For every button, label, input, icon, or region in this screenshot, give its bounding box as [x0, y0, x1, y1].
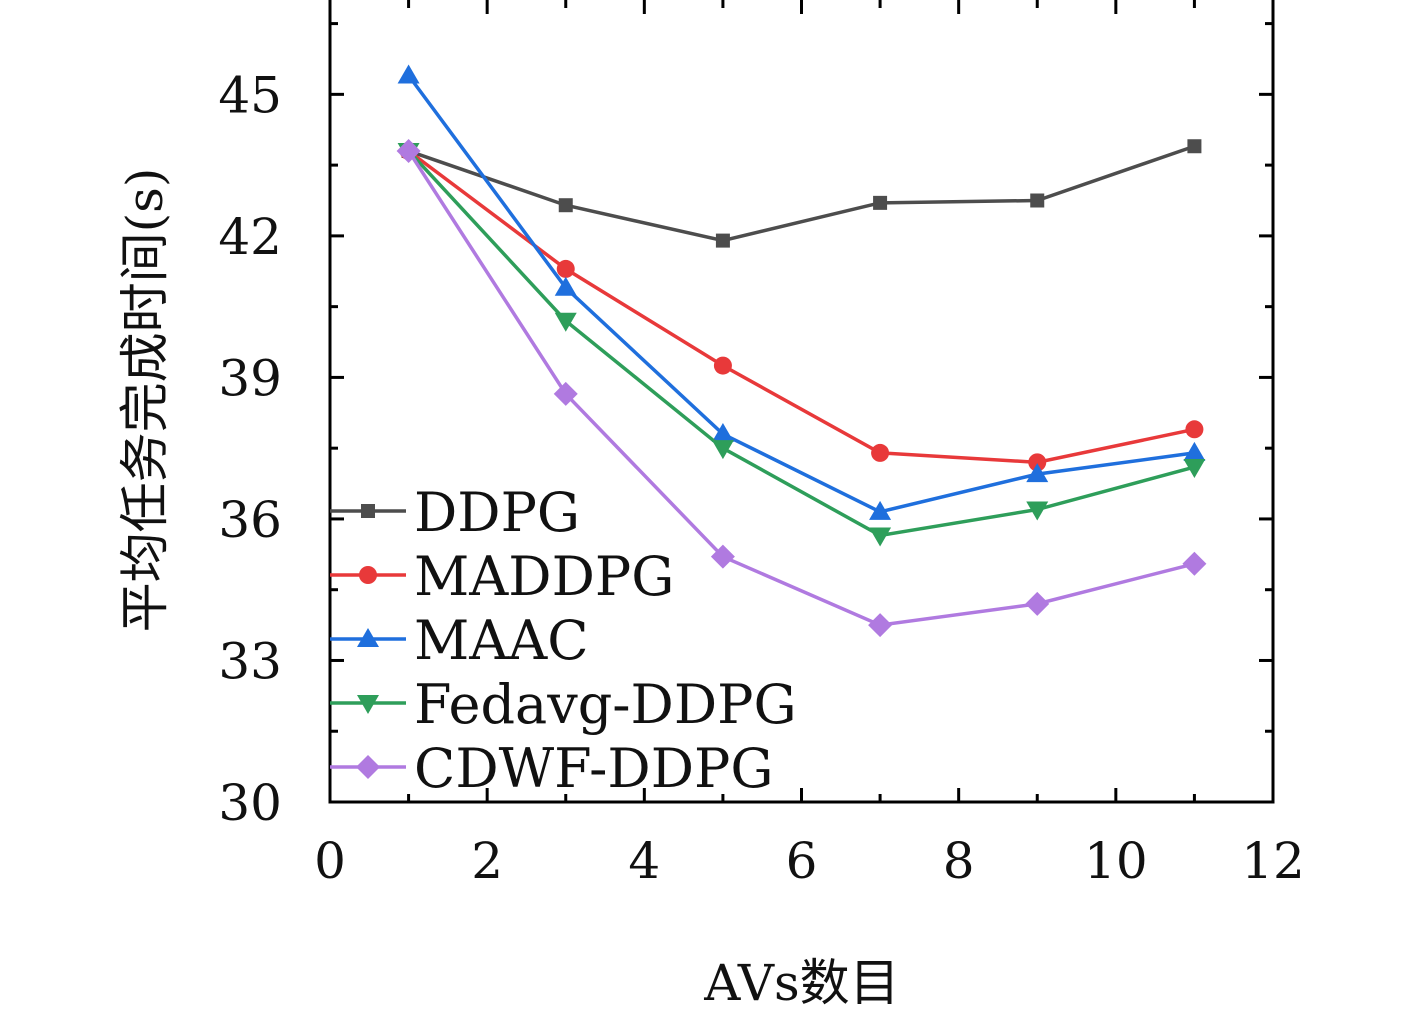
data-point [1030, 193, 1045, 208]
data-point [868, 613, 893, 638]
data-point [1183, 459, 1206, 479]
y-tick-label: 30 [218, 774, 282, 832]
data-point [710, 544, 735, 569]
series-line [407, 150, 1195, 627]
y-tick-label: 33 [218, 632, 282, 690]
legend-marker [359, 566, 377, 584]
data-point [1028, 453, 1047, 472]
data-point [1026, 501, 1049, 521]
data-point [869, 527, 892, 547]
series-maac [397, 64, 1206, 520]
legend-label: CDWF-DDPG [414, 737, 773, 800]
data-point [558, 198, 573, 213]
series-cdwf-ddpg [396, 138, 1207, 638]
data-point [869, 500, 892, 520]
legend-marker [357, 628, 379, 647]
series-ddpg [401, 139, 1202, 248]
data-point [397, 64, 420, 84]
y-tick-label: 42 [218, 208, 282, 266]
series-line [408, 144, 1195, 243]
x-tick-label: 8 [943, 832, 975, 890]
data-point [553, 381, 578, 406]
data-point [1183, 441, 1206, 461]
x-axis-label: AVs数目 [703, 954, 899, 1012]
series-group [396, 64, 1207, 638]
series-line [407, 149, 1195, 538]
legend-item: MAAC [330, 609, 589, 672]
data-point [1182, 551, 1207, 576]
data-point [1185, 420, 1204, 439]
data-point [556, 259, 575, 278]
series-fedavg-ddpg [397, 142, 1206, 547]
x-tick-label: 10 [1084, 832, 1148, 890]
y-axis-label: 平均任务完成时间(s) [116, 168, 174, 633]
legend-item: MADDPG [330, 545, 674, 608]
legend-marker [357, 695, 379, 714]
legend-label: MAAC [414, 609, 589, 672]
data-point [1025, 591, 1050, 616]
legend-marker [356, 755, 380, 779]
y-tick-label: 45 [218, 66, 282, 124]
y-tick-label: 39 [218, 349, 282, 407]
data-point [873, 195, 888, 210]
data-point [871, 443, 890, 462]
x-tick-label: 2 [471, 832, 503, 890]
series-line [407, 149, 1195, 465]
legend-item: DDPG [330, 481, 580, 544]
data-point [554, 276, 577, 296]
x-tick-label: 12 [1241, 832, 1305, 890]
data-point [711, 423, 734, 443]
data-point [396, 138, 421, 163]
series-line [407, 74, 1195, 514]
legend-label: Fedavg-DDPG [414, 673, 797, 736]
data-point [554, 312, 577, 332]
y-tick-label: 36 [218, 491, 282, 549]
legend-item: Fedavg-DDPG [330, 673, 797, 736]
axes: 0 2 4 6 8 10 12 30 33 36 39 42 45 [218, 0, 1305, 890]
x-tick-label: 4 [628, 832, 660, 890]
data-point [713, 356, 732, 375]
legend-label: DDPG [414, 481, 580, 544]
data-point [711, 440, 734, 460]
series-maddpg [399, 141, 1204, 472]
legend-item: CDWF-DDPG [330, 737, 773, 800]
data-point [715, 233, 730, 248]
legend-label: MADDPG [414, 545, 674, 608]
data-point [1187, 139, 1202, 154]
x-tick-label: 6 [786, 832, 818, 890]
legend-marker [361, 504, 375, 518]
x-tick-label: 0 [314, 832, 346, 890]
data-point [1026, 463, 1049, 483]
